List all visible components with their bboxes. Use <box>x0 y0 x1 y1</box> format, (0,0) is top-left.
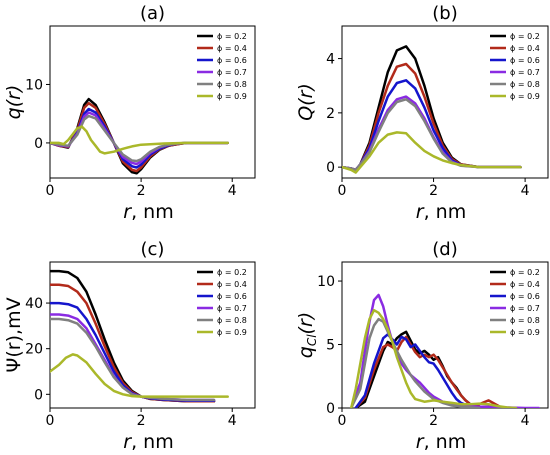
x-axis-label: r, nm <box>123 201 173 223</box>
legend-label: ϕ = 0.6 <box>217 56 247 65</box>
series-line-2 <box>50 107 229 169</box>
x-axis-label: r, nm <box>123 431 173 453</box>
series-line-2 <box>354 333 481 408</box>
x-axis-label: r, nm <box>416 201 466 223</box>
series-line-4 <box>50 317 216 402</box>
y-tick-label: 0 <box>326 160 335 176</box>
series-line-4 <box>349 317 481 408</box>
x-tick-label: 0 <box>46 413 55 429</box>
x-tick-label: 0 <box>46 183 55 199</box>
x-tick-label: 2 <box>137 183 146 199</box>
y-tick-label: 40 <box>25 296 43 312</box>
legend-label: ϕ = 0.9 <box>217 92 247 101</box>
legend-label: ϕ = 0.7 <box>510 304 540 313</box>
series-line-5 <box>342 131 522 174</box>
panel-title: (d) <box>432 239 457 260</box>
panel-b: (b) 0 2 4 0 2 4 r, nm Q(r) ϕ = 0.2 ϕ = 0.4 ϕ = 0.6 ϕ… <box>295 3 549 223</box>
series-line-1 <box>50 283 216 403</box>
panel-title: (a) <box>140 3 165 24</box>
legend-label: ϕ = 0.2 <box>510 268 540 277</box>
y-tick-label: 5 <box>326 338 335 354</box>
y-axis-label: qCl(r) <box>295 312 319 358</box>
y-axis-label: q(r) <box>3 85 25 120</box>
series-line-3 <box>349 293 541 408</box>
legend-label: ϕ = 0.9 <box>510 92 540 101</box>
series-line-5 <box>50 125 229 155</box>
x-tick-label: 4 <box>228 413 237 429</box>
panel-d: (d) 0 2 4 0 5 10 r, nm qCl(r) ϕ = 0.2 ϕ = 0.4 ϕ = 0… <box>295 239 549 453</box>
legend-label: ϕ = 0.8 <box>217 80 247 89</box>
panel-title: (b) <box>432 3 457 24</box>
y-tick-label: 10 <box>317 274 335 290</box>
panel-a: (a) 0 2 4 0 10 r, nm q(r) ϕ = 0.2 ϕ = 0.4 ϕ = 0.6 ϕ… <box>3 3 256 223</box>
y-tick-label: 0 <box>34 387 43 403</box>
x-tick-label: 4 <box>521 183 530 199</box>
y-axis-label: Ψ(r),mV <box>3 297 25 372</box>
x-axis-label: r, nm <box>416 431 466 453</box>
legend-label: ϕ = 0.4 <box>217 44 247 53</box>
y-tick-label: 20 <box>25 342 43 358</box>
series-line-3 <box>50 111 229 166</box>
series-line-0 <box>354 330 490 408</box>
x-tick-label: 2 <box>429 413 438 429</box>
plot-frame <box>341 25 549 179</box>
series-line-3 <box>50 313 216 402</box>
y-tick-label: 0 <box>34 136 43 152</box>
legend-label: ϕ = 0.6 <box>510 56 540 65</box>
legend-label: ϕ = 0.2 <box>510 32 540 41</box>
x-tick-label: 4 <box>228 183 237 199</box>
y-tick-label: 10 <box>25 77 43 93</box>
legend-label: ϕ = 0.6 <box>217 292 247 301</box>
x-tick-label: 0 <box>338 413 347 429</box>
legend-label: ϕ = 0.7 <box>217 68 247 77</box>
legend-label: ϕ = 0.6 <box>510 292 540 301</box>
plot-frame <box>49 25 256 179</box>
legend-label: ϕ = 0.8 <box>510 80 540 89</box>
series-line-1 <box>354 335 504 408</box>
y-axis-label: Q(r) <box>295 83 317 121</box>
panel-title: (c) <box>141 239 165 260</box>
legend-label: ϕ = 0.2 <box>217 32 247 41</box>
legend-label: ϕ = 0.7 <box>217 304 247 313</box>
y-tick-label: 0 <box>326 401 335 417</box>
legend-label: ϕ = 0.9 <box>510 328 540 337</box>
x-tick-label: 2 <box>137 413 146 429</box>
plot-frame <box>341 261 549 409</box>
legend-label: ϕ = 0.4 <box>510 280 540 289</box>
y-tick-label: 2 <box>326 106 335 122</box>
legend-label: ϕ = 0.2 <box>217 268 247 277</box>
legend-label: ϕ = 0.8 <box>217 316 247 325</box>
x-tick-label: 2 <box>429 183 438 199</box>
series-line-5 <box>50 353 229 398</box>
legend-label: ϕ = 0.8 <box>510 316 540 325</box>
series-line-4 <box>50 114 229 163</box>
y-tick-label: 4 <box>326 52 335 68</box>
legend-label: ϕ = 0.4 <box>510 44 540 53</box>
legend-label: ϕ = 0.9 <box>217 328 247 337</box>
series-line-5 <box>349 308 518 408</box>
legend-label: ϕ = 0.7 <box>510 68 540 77</box>
plot-frame <box>49 261 256 409</box>
legend-label: ϕ = 0.4 <box>217 280 247 289</box>
x-tick-label: 0 <box>338 183 347 199</box>
x-tick-label: 4 <box>521 413 530 429</box>
